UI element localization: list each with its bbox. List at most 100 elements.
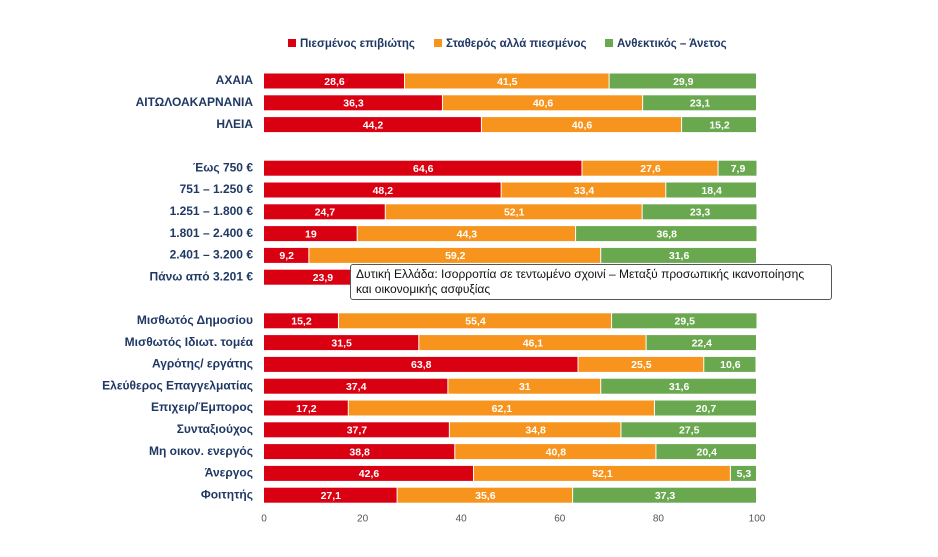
legend-swatch	[605, 39, 613, 47]
bar-segment	[264, 335, 419, 351]
data-label: 10,6	[720, 359, 741, 371]
legend-label: Πιεσμένος επιβιώτης	[300, 38, 415, 50]
y-tick-label: Επιχειρ/Έμπορος	[151, 400, 253, 414]
bar-segment	[348, 400, 654, 416]
data-label: 27,1	[321, 490, 342, 502]
data-label: 27,6	[640, 163, 661, 175]
data-label: 36,8	[657, 228, 678, 240]
data-label: 34,8	[525, 425, 546, 437]
bar-segment	[264, 73, 404, 89]
bar-segment	[264, 182, 501, 198]
bar-segment	[449, 422, 621, 438]
y-tick-label: Συνταξιούχος	[177, 422, 253, 436]
bar-segment	[573, 487, 756, 503]
bar-segment	[338, 313, 612, 329]
data-label: 31,6	[669, 381, 690, 393]
bar-segment	[264, 247, 309, 263]
data-label: 48,2	[373, 185, 394, 197]
data-label: 44,2	[363, 119, 384, 131]
data-label: 25,5	[631, 359, 652, 371]
y-tick-label: 1.251 – 1.800 €	[170, 204, 254, 218]
bar-segment	[656, 444, 756, 460]
y-tick-label: Ελεύθερος Επαγγελματίας	[102, 378, 253, 392]
data-label: 17,2	[296, 403, 317, 415]
data-label: 40,6	[533, 98, 554, 110]
legend-label: Σταθερός αλλά πιεσμένος	[446, 38, 587, 50]
bar-segment	[646, 335, 756, 351]
bar-segment	[264, 378, 448, 394]
data-label: 63,8	[411, 359, 432, 371]
data-label: 41,5	[497, 76, 518, 88]
data-label: 23,9	[313, 272, 334, 284]
data-label: 52,1	[504, 207, 525, 219]
x-tick-label: 100	[749, 514, 766, 525]
data-label: 5,3	[737, 468, 752, 480]
y-tick-label: ΗΛΕΙΑ	[216, 117, 253, 131]
bar-segment	[621, 422, 756, 438]
x-tick-label: 80	[653, 514, 665, 525]
data-label: 15,2	[709, 119, 730, 131]
data-label: 22,4	[692, 337, 713, 349]
data-label: 52,1	[592, 468, 613, 480]
y-tick-label: ΑΧΑΙΑ	[216, 73, 254, 87]
bar-segment	[642, 204, 757, 220]
data-label: 20,4	[696, 446, 717, 458]
bar-segment	[578, 356, 704, 372]
bar-segment	[730, 465, 756, 481]
bar-segment	[576, 226, 757, 242]
data-label: 23,1	[690, 98, 711, 110]
bar-segment	[601, 378, 756, 394]
bar-segment	[455, 444, 656, 460]
bar-segment	[704, 356, 756, 372]
x-tick-label: 40	[456, 514, 468, 525]
data-label: 27,5	[679, 425, 700, 437]
data-label: 59,2	[445, 250, 466, 262]
y-tick-label: Μισθωτός Δημοσίου	[137, 313, 253, 327]
data-label: 18,4	[701, 185, 722, 197]
data-label: 64,6	[413, 163, 434, 175]
bar-segment	[264, 226, 357, 242]
data-label: 37,3	[655, 490, 676, 502]
bar-segment	[357, 226, 576, 242]
data-label: 31,6	[669, 250, 690, 262]
bar-segment	[601, 247, 756, 263]
tooltip: Δυτική Ελλάδα: Ισορροπία σε τεντωμένο σχ…	[350, 264, 832, 300]
data-label: 37,4	[346, 381, 367, 393]
legend-label: Ανθεκτικός – Άνετος	[617, 38, 727, 50]
tooltip-line: Δυτική Ελλάδα: Ισορροπία σε τεντωμένο σχ…	[356, 267, 805, 281]
bar-segment	[404, 73, 609, 89]
bar-segment	[264, 95, 442, 111]
bar-segment	[609, 73, 756, 89]
data-label: 40,8	[546, 446, 567, 458]
data-label: 23,3	[690, 207, 711, 219]
bar-segment	[666, 182, 756, 198]
y-tick-label: ΑΙΤΩΛΟΑΚΑΡΝΑΝΙΑ	[136, 95, 254, 109]
data-label: 36,3	[343, 98, 364, 110]
y-tick-label: Μισθωτός Ιδιωτ. τομέα	[125, 335, 254, 349]
data-label: 42,6	[359, 468, 380, 480]
legend-swatch	[288, 39, 296, 47]
y-tick-label: Αγρότης/ εργάτης	[152, 357, 253, 371]
y-tick-label: Μη οικον. ενεργός	[149, 444, 253, 458]
data-label: 31,5	[331, 337, 352, 349]
x-tick-label: 0	[261, 514, 267, 525]
y-tick-label: 751 – 1.250 €	[180, 182, 254, 196]
bar-segment	[481, 117, 682, 133]
bar-segment	[682, 117, 756, 133]
data-label: 28,6	[324, 76, 345, 88]
bar-segment	[385, 204, 642, 220]
bar-segment	[654, 400, 756, 416]
y-tick-label: Άνεργος	[205, 466, 253, 480]
data-label: 7,9	[731, 163, 746, 175]
bar-segment	[264, 160, 582, 176]
data-label: 19	[305, 228, 317, 240]
data-label: 33,4	[574, 185, 595, 197]
bar-segment	[264, 422, 449, 438]
bar-segment	[264, 465, 474, 481]
bar-segment	[442, 95, 643, 111]
bar-segment	[582, 160, 718, 176]
y-tick-label: Φοιτητής	[201, 487, 253, 501]
data-label: 37,7	[347, 425, 368, 437]
